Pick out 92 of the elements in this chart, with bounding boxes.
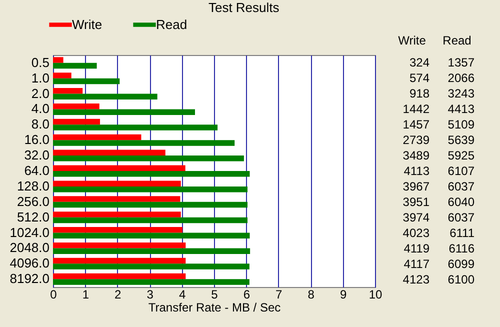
bar xyxy=(53,156,244,162)
text: 6040 xyxy=(448,194,475,209)
text: 4119 xyxy=(404,241,430,256)
y-tick-label: 256.0 xyxy=(16,194,50,209)
bar xyxy=(53,62,97,69)
bar xyxy=(53,88,83,94)
y-tick-label: 64.0 xyxy=(24,163,50,178)
x-tick-label: 7 xyxy=(276,288,283,302)
text: 5925 xyxy=(448,148,475,163)
bar xyxy=(53,124,218,130)
bar xyxy=(53,165,186,171)
text: 1457 xyxy=(402,118,430,132)
text: 3974 xyxy=(402,210,430,224)
bar xyxy=(53,57,64,63)
y-tick-label: 4.0 xyxy=(31,101,50,116)
text: 6099 xyxy=(448,256,475,271)
bar xyxy=(53,72,72,78)
text: 4117 xyxy=(404,256,430,271)
text: 3951 xyxy=(402,194,430,209)
text: 5109 xyxy=(448,118,475,132)
x-tick-label: 0 xyxy=(50,288,58,302)
bar xyxy=(53,202,248,208)
bar xyxy=(53,103,100,110)
legend-label: Write xyxy=(72,16,102,32)
text: 1357 xyxy=(448,56,475,70)
y-tick-label: 2048.0 xyxy=(10,240,50,256)
bar xyxy=(53,232,250,239)
bar xyxy=(53,180,181,186)
x-tick-label: 5 xyxy=(211,288,218,302)
bar xyxy=(53,217,248,224)
text: 6111 xyxy=(450,226,475,240)
text: 3489 xyxy=(402,148,430,163)
x-tick-label: 10 xyxy=(368,288,382,302)
bar xyxy=(53,248,250,254)
legend-label: Read xyxy=(156,16,188,32)
bar xyxy=(53,196,180,202)
y-tick-label: 16.0 xyxy=(24,132,50,148)
x-tick-label: 4 xyxy=(178,288,186,302)
x-tick-label: 1 xyxy=(82,288,90,302)
y-tick-label: 0.5 xyxy=(31,54,50,70)
y-tick-label: 8192.0 xyxy=(10,271,50,286)
bar xyxy=(53,273,186,280)
bar xyxy=(53,78,120,84)
text: 2739 xyxy=(402,133,430,148)
bar xyxy=(53,94,158,100)
x-tick-label: 8 xyxy=(308,288,315,302)
y-tick-label: 128.0 xyxy=(16,178,50,194)
y-tick-label: 2.0 xyxy=(31,86,50,101)
text: 5639 xyxy=(448,133,475,148)
bar xyxy=(53,118,100,125)
y-tick-label: 1024.0 xyxy=(10,224,50,240)
text: Write xyxy=(398,34,426,48)
bar xyxy=(53,171,250,177)
bar xyxy=(53,140,235,146)
bar xyxy=(53,186,248,192)
text: Read xyxy=(442,34,472,48)
text: 4123 xyxy=(402,272,430,286)
bar xyxy=(53,212,181,218)
x-tick-label: 6 xyxy=(243,288,250,302)
text: 6037 xyxy=(448,210,475,224)
bar xyxy=(53,227,182,233)
text: 2066 xyxy=(448,71,475,86)
text: 3243 xyxy=(448,86,475,101)
text: 3967 xyxy=(402,179,430,194)
x-axis-title: Transfer Rate - MB / Sec xyxy=(148,300,281,314)
text: 6037 xyxy=(448,179,475,194)
chart-title: Test Results xyxy=(208,0,280,15)
text: 6100 xyxy=(448,272,475,286)
text: 574 xyxy=(409,71,430,86)
text: 4023 xyxy=(402,226,430,240)
bar xyxy=(53,242,186,248)
bar xyxy=(53,258,186,264)
text: 918 xyxy=(409,86,430,101)
bar xyxy=(53,109,195,115)
text: 324 xyxy=(409,56,430,70)
bar xyxy=(53,279,250,285)
bar xyxy=(53,264,250,270)
x-tick-label: 9 xyxy=(340,288,347,302)
y-tick-label: 512.0 xyxy=(16,209,50,224)
y-tick-label: 8.0 xyxy=(31,116,50,132)
bar xyxy=(53,150,166,156)
y-tick-label: 1.0 xyxy=(31,70,50,86)
y-tick-label: 4096.0 xyxy=(10,256,50,271)
text: 6116 xyxy=(448,241,475,256)
text: 4113 xyxy=(404,164,430,178)
text: 6107 xyxy=(448,164,475,178)
x-tick-label: 3 xyxy=(146,288,154,302)
y-tick-label: 32.0 xyxy=(24,148,50,163)
x-tick-label: 2 xyxy=(114,288,122,302)
text: 4413 xyxy=(448,102,475,116)
text: 1442 xyxy=(402,102,430,116)
bar xyxy=(53,134,142,140)
